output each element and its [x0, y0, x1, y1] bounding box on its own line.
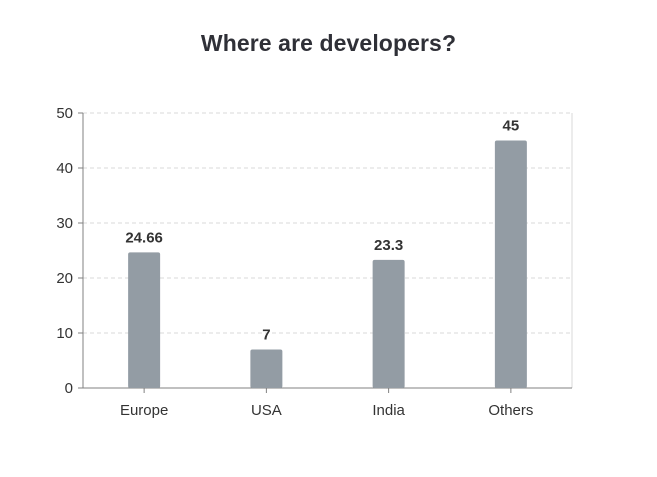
- x-tick-label: USA: [251, 402, 282, 419]
- bar: [372, 259, 405, 388]
- x-tick-label: Europe: [120, 402, 168, 419]
- y-tick-label: 50: [56, 105, 73, 122]
- data-label: 7: [262, 327, 270, 344]
- y-tick-label: 40: [56, 160, 73, 177]
- y-tick-label: 10: [56, 325, 73, 342]
- x-tick-label: Others: [488, 402, 533, 419]
- bar: [128, 252, 161, 388]
- data-label: 24.66: [125, 229, 163, 246]
- chart-title: Where are developers?: [200, 30, 457, 56]
- x-tick-label: India: [372, 402, 405, 419]
- y-tick-label: 30: [56, 215, 73, 232]
- y-tick-label: 20: [56, 270, 73, 287]
- data-label: 45: [503, 118, 520, 135]
- data-label: 23.3: [374, 237, 403, 254]
- bar: [250, 349, 283, 388]
- y-tick-label: 0: [65, 380, 73, 397]
- bar: [494, 140, 527, 388]
